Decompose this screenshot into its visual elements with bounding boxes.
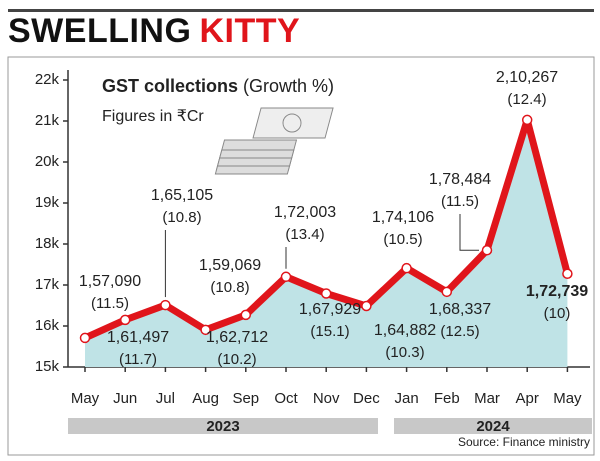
growth-label: (13.4): [285, 226, 324, 243]
x-tick-label: Mar: [474, 390, 500, 407]
value-label: 1,61,497: [107, 329, 169, 346]
year-label: 2023: [206, 418, 239, 435]
chart-title: SWELLING KITTY: [8, 12, 300, 50]
money-note: [216, 157, 293, 167]
growth-label: (10.3): [385, 344, 424, 361]
growth-label: (11.7): [119, 351, 157, 368]
growth-label: (10.2): [217, 351, 256, 368]
x-tick-label: Nov: [313, 390, 340, 407]
y-tick-label: 21k: [35, 112, 60, 129]
value-label: 1,74,106: [372, 209, 434, 226]
value-label: 1,65,105: [151, 187, 213, 204]
y-tick-label: 18k: [35, 235, 60, 252]
area: [85, 119, 568, 367]
x-tick-label: Sep: [232, 390, 259, 407]
year-label: 2024: [476, 418, 510, 435]
value-label: 1,57,090: [79, 273, 141, 290]
point: [160, 299, 171, 311]
point: [481, 244, 493, 256]
x-tick-label: Jan: [395, 390, 419, 407]
point: [200, 324, 211, 336]
point: [240, 309, 252, 321]
value-label: 1,59,069: [199, 257, 261, 274]
growth-label: (10.8): [162, 209, 201, 226]
y-tick-label: 19k: [35, 194, 60, 211]
y-tick-label: 15k: [35, 358, 60, 375]
y-tick-label: 16k: [35, 317, 60, 334]
growth-label: (15.1): [310, 323, 349, 340]
x-tick-label: May: [553, 390, 582, 407]
growth-label: (11.5): [91, 295, 129, 312]
subtitle-bold: GST collections: [102, 76, 238, 96]
units-note: Figures in ₹Cr: [102, 108, 204, 125]
value-label: 2,10,267: [496, 69, 558, 86]
value-label: 1,64,882: [374, 322, 436, 339]
point: [119, 314, 131, 326]
x-tick-label: Aug: [192, 390, 219, 407]
subtitle: GST collections (Growth %): [102, 76, 334, 96]
source: Source: Finance ministry: [458, 435, 590, 449]
point: [521, 114, 533, 126]
x-tick-label: Dec: [353, 390, 380, 407]
header-rule: [8, 9, 594, 12]
frame: [7, 56, 595, 456]
y-tick-label: 17k: [35, 276, 60, 293]
money-emblem: [282, 113, 302, 133]
year-band: [68, 418, 378, 434]
point: [562, 268, 573, 280]
growth-label: (11.5): [441, 193, 479, 210]
x-tick-label: Jul: [156, 390, 175, 407]
point: [401, 262, 412, 274]
value-label: 1,62,712: [206, 329, 268, 346]
money-icon: [214, 107, 334, 175]
y-tick-label: 20k: [35, 153, 60, 170]
title-part: SWELLING: [8, 12, 191, 50]
x-tick-label: May: [71, 390, 100, 407]
leader-line: [459, 214, 479, 251]
growth-label: (10.8): [210, 279, 249, 296]
point: [79, 332, 91, 344]
value-label: 1,78,484: [429, 171, 491, 188]
subtitle-rest: (Growth %): [243, 76, 334, 96]
value-label: 1,72,739: [526, 283, 588, 300]
x-tick-label: Oct: [274, 390, 298, 407]
growth-label: (12.4): [507, 91, 546, 108]
growth-label: (10.5): [383, 231, 422, 248]
year-band: [394, 418, 592, 434]
x-tick-label: Feb: [434, 390, 460, 407]
y-tick-label: 22k: [35, 71, 60, 88]
x-tick-label: Apr: [516, 390, 539, 407]
value-label: 1,72,003: [274, 204, 336, 221]
title-part: KITTY: [199, 12, 300, 50]
point: [280, 271, 292, 283]
money-note: [252, 107, 334, 139]
money-note: [214, 165, 291, 175]
value-label: 1,68,337: [429, 301, 491, 318]
growth-label: (12.5): [440, 323, 479, 340]
point: [361, 300, 372, 312]
point: [441, 286, 453, 298]
x-tick-label: Jun: [113, 390, 137, 407]
point: [320, 288, 332, 299]
value-label: 1,67,929: [299, 301, 361, 318]
growth-label: (10): [544, 305, 571, 322]
money-note: [219, 149, 295, 159]
